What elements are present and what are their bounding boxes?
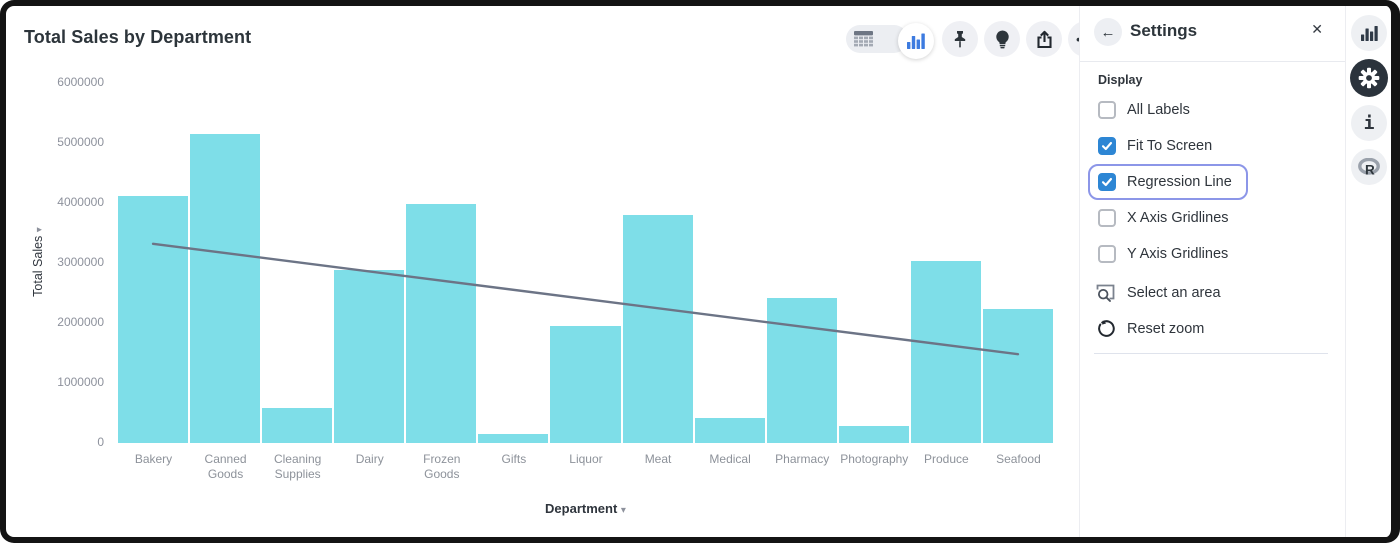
- regression-line: [151, 242, 1020, 356]
- checkbox-row-x-axis-gridlines[interactable]: X Axis Gridlines: [1088, 200, 1245, 236]
- bar-chart-icon: [1360, 25, 1378, 41]
- checkbox-label: Fit To Screen: [1127, 138, 1213, 154]
- bar-canned-goods[interactable]: [190, 134, 261, 443]
- reset-zoom-icon: [1098, 319, 1115, 337]
- chart-title: Total Sales by Department: [24, 27, 252, 47]
- y-axis-label[interactable]: Total Sales ▾: [31, 227, 45, 297]
- bar-meat[interactable]: [622, 215, 693, 443]
- bar-liquor[interactable]: [550, 326, 621, 443]
- checkbox-row-y-axis-gridlines[interactable]: Y Axis Gridlines: [1088, 236, 1244, 272]
- share-button[interactable]: [1026, 21, 1062, 57]
- select-area-label: Select an area: [1127, 285, 1221, 301]
- checkbox-all-labels[interactable]: [1098, 101, 1116, 119]
- select-area-button[interactable]: Select an area: [1096, 281, 1221, 305]
- bar-bakery[interactable]: [118, 195, 189, 443]
- svg-text:R: R: [1365, 162, 1375, 177]
- r-logo-tab-button[interactable]: R: [1351, 149, 1387, 185]
- x-category-produce: Produce: [923, 452, 969, 466]
- checkbox-row-all-labels[interactable]: All Labels: [1088, 92, 1206, 128]
- x-category-liquor: Liquor: [569, 452, 603, 466]
- checkbox-label: X Axis Gridlines: [1127, 210, 1229, 226]
- x-category-seafood: Seafood: [996, 452, 1041, 466]
- share-icon: [1036, 30, 1052, 48]
- bar-dairy[interactable]: [334, 269, 405, 443]
- x-category-photography: Photography: [840, 452, 909, 466]
- bar-produce[interactable]: [910, 260, 981, 443]
- settings-header: ← Settings ✕: [1080, 0, 1345, 62]
- bar-photography[interactable]: [838, 426, 909, 443]
- x-category-bakery: Bakery: [134, 452, 173, 466]
- bar-pharmacy[interactable]: [766, 297, 837, 443]
- x-category-canned-goods: Canned Goods: [204, 452, 247, 481]
- x-category-gifts: Gifts: [501, 452, 527, 466]
- settings-panel: ← Settings ✕ Display All Labels Fit To Sc…: [1080, 0, 1345, 543]
- checkbox-label: Regression Line: [1127, 174, 1232, 190]
- x-category-frozen-goods: Frozen Goods: [423, 452, 461, 481]
- checkbox-x-axis-gridlines[interactable]: [1098, 209, 1116, 227]
- x-axis-label[interactable]: Department ▾: [545, 501, 626, 516]
- panel-bottom-divider: [1094, 353, 1328, 354]
- checkbox-regression-line[interactable]: [1098, 173, 1116, 191]
- visualization-tab-button[interactable]: [1351, 15, 1387, 51]
- y-tick-label: 6000000: [57, 75, 104, 89]
- info-icon: i: [1363, 112, 1375, 134]
- bar-chart-view-icon: [907, 33, 925, 49]
- y-tick-label: 3000000: [57, 255, 104, 269]
- y-tick-label: 2000000: [57, 315, 104, 329]
- bar-gifts[interactable]: [478, 434, 549, 443]
- x-category-medical: Medical: [709, 452, 751, 466]
- chart-toolbar: •••: [846, 20, 1104, 59]
- x-category-cleaning-supplies: Cleaning Supplies: [273, 452, 322, 481]
- x-category-dairy: Dairy: [355, 452, 384, 466]
- pin-icon: [954, 30, 966, 47]
- back-button[interactable]: ←: [1094, 18, 1122, 46]
- x-category-meat: Meat: [644, 452, 672, 466]
- checkbox-row-fit-to-screen[interactable]: Fit To Screen: [1088, 128, 1228, 164]
- settings-title: Settings: [1130, 21, 1198, 40]
- lightbulb-icon: [995, 30, 1009, 48]
- table-view-button[interactable]: [854, 31, 873, 52]
- x-axis-category-labels: Bakery Canned Goods Cleaning Supplies Dairy…: [117, 452, 1054, 492]
- viz-toggle: [846, 23, 936, 59]
- r-logo-icon: R: [1358, 157, 1380, 177]
- close-icon[interactable]: ✕: [1311, 21, 1323, 37]
- bar-frozen-goods[interactable]: [406, 204, 477, 443]
- panel-left-divider: [1079, 0, 1080, 543]
- y-tick-label: 4000000: [57, 195, 104, 209]
- display-section-label: Display: [1098, 73, 1143, 87]
- reset-zoom-button[interactable]: Reset zoom: [1096, 317, 1204, 341]
- display-checkbox-list: All Labels Fit To Screen Regression Line X …: [1088, 92, 1248, 272]
- x-axis-dropdown-icon: ▾: [620, 505, 626, 516]
- lightbulb-button[interactable]: [984, 21, 1020, 57]
- checkbox-label: Y Axis Gridlines: [1127, 246, 1229, 262]
- bar-cleaning-supplies[interactable]: [262, 408, 333, 443]
- bar-seafood[interactable]: [982, 309, 1053, 443]
- settings-tab-button[interactable]: [1350, 59, 1388, 97]
- bar-chart-plot: [117, 83, 1054, 443]
- y-tick-label: 1000000: [57, 375, 104, 389]
- x-category-pharmacy: Pharmacy: [775, 452, 830, 466]
- y-tick-label: 0: [97, 435, 104, 449]
- checkbox-fit-to-screen[interactable]: [1098, 137, 1116, 155]
- pin-button[interactable]: [942, 21, 978, 57]
- reset-zoom-label: Reset zoom: [1127, 321, 1205, 337]
- gear-icon: [1358, 67, 1380, 89]
- bar-chart-view-button[interactable]: [898, 23, 934, 59]
- info-tab-button[interactable]: i: [1351, 105, 1387, 141]
- checkbox-y-axis-gridlines[interactable]: [1098, 245, 1116, 263]
- select-area-icon: [1096, 284, 1115, 302]
- y-tick-label: 5000000: [57, 135, 104, 149]
- checkbox-label: All Labels: [1127, 102, 1190, 118]
- rail-divider: [1345, 0, 1346, 543]
- table-view-icon: [854, 31, 873, 47]
- y-axis-dropdown-icon: ▾: [34, 227, 45, 233]
- bar-medical[interactable]: [694, 417, 765, 443]
- right-rail: i R: [1346, 0, 1392, 543]
- checkbox-row-regression-line[interactable]: Regression Line: [1088, 164, 1248, 200]
